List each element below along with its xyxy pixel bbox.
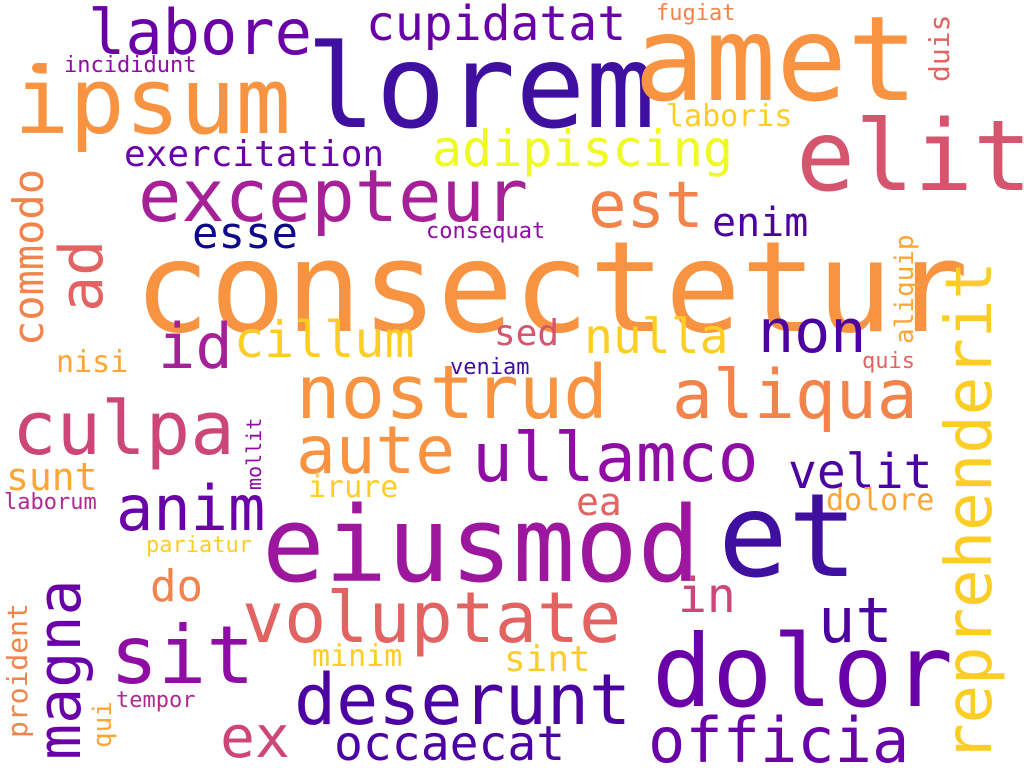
word-cupidatat: cupidatat: [366, 0, 627, 52]
word-ullamco: ullamco: [472, 419, 759, 498]
word-elit: elit: [796, 100, 1024, 214]
word-aliquip: aliquip: [890, 234, 920, 344]
word-quis: quis: [862, 349, 915, 374]
word-ut: ut: [818, 584, 893, 657]
word-eiusmod: eiusmod: [262, 484, 701, 606]
word-sed: sed: [494, 313, 560, 354]
word-tempor: tempor: [116, 688, 196, 713]
word-occaecat: occaecat: [334, 716, 566, 768]
word-amet: amet: [634, 0, 919, 128]
word-reprehenderit: reprehenderit: [933, 261, 1007, 762]
word-esse: esse: [192, 208, 298, 259]
word-id: id: [158, 310, 233, 383]
word-ex: ex: [220, 703, 290, 768]
word-commodo: commodo: [4, 168, 53, 346]
word-officia: officia: [648, 704, 910, 768]
word-do: do: [150, 561, 203, 612]
word-exercitation: exercitation: [124, 134, 385, 175]
word-minim: minim: [312, 639, 403, 674]
word-velit: velit: [788, 444, 933, 500]
word-labore: labore: [88, 0, 312, 69]
word-fugiat: fugiat: [656, 1, 736, 26]
word-consequat: consequat: [426, 219, 546, 244]
word-mollit: mollit: [242, 417, 266, 490]
word-in: in: [678, 568, 736, 624]
word-laboris: laboris: [666, 99, 793, 134]
word-incididunt: incididunt: [64, 53, 197, 78]
word-culpa: culpa: [12, 386, 235, 472]
word-excepteur: excepteur: [138, 154, 529, 238]
word-sit: sit: [110, 609, 255, 702]
word-ad: ad: [47, 239, 117, 312]
word-nostrud: nostrud: [296, 350, 608, 436]
word-est: est: [588, 169, 704, 243]
word-enim: enim: [712, 200, 809, 246]
word-dolor: dolor: [652, 613, 954, 730]
word-sunt: sunt: [6, 455, 98, 499]
word-deserunt: deserunt: [294, 659, 632, 741]
word-non: non: [758, 297, 867, 367]
word-ea: ea: [576, 480, 622, 524]
word-sint: sint: [504, 639, 591, 680]
word-nulla: nulla: [584, 309, 729, 365]
word-irure: irure: [308, 470, 399, 505]
word-consectetur: consectetur: [134, 214, 969, 361]
word-aliqua: aliqua: [672, 356, 918, 435]
word-aute: aute: [296, 412, 455, 489]
word-qui: qui: [88, 701, 118, 748]
word-dolore: dolore: [826, 483, 935, 518]
word-laborum: laborum: [4, 490, 97, 515]
word-adipiscing: adipiscing: [432, 120, 734, 178]
dot-mark: [32, 63, 42, 73]
word-magna: magna: [25, 579, 95, 760]
word-voluptate: voluptate: [242, 577, 622, 659]
word-et: et: [718, 469, 858, 604]
word-anim: anim: [116, 472, 266, 545]
word-lorem: lorem: [306, 20, 656, 155]
word-cillum: cillum: [234, 311, 415, 369]
word-veniam: veniam: [450, 355, 530, 380]
word-pariatur: pariatur: [146, 533, 252, 558]
word-duis: duis: [923, 14, 956, 82]
word-ipsum: ipsum: [14, 48, 291, 155]
word-nisi: nisi: [56, 345, 129, 380]
word-proident: proident: [1, 603, 34, 738]
